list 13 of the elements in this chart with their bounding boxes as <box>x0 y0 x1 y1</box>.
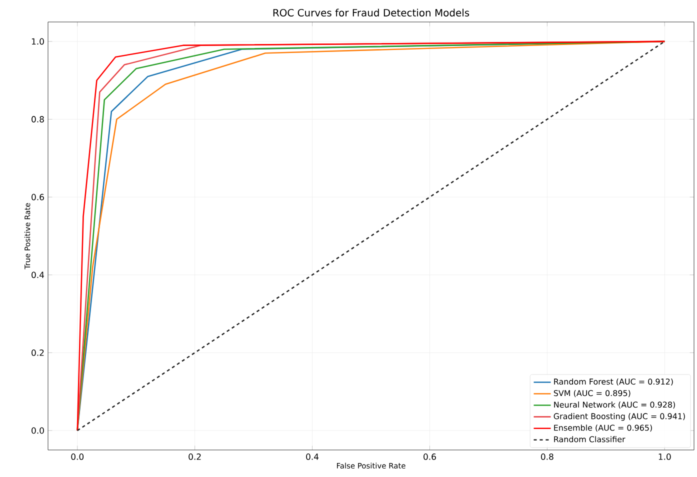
chart-title: ROC Curves for Fraud Detection Models <box>273 8 470 16</box>
y-tick-label: 0.4 <box>32 272 44 278</box>
x-tick-label: 0.0 <box>71 454 84 460</box>
x-tick-label: 1.0 <box>658 454 671 460</box>
x-tick-label: 0.2 <box>188 454 201 460</box>
x-tick-label: 0.6 <box>424 454 436 460</box>
y-tick-label: 0.2 <box>32 350 44 356</box>
x-tick-label: 0.8 <box>541 454 554 460</box>
y-tick-label: 1.0 <box>32 38 44 45</box>
y-tick-label: 0.8 <box>32 116 44 122</box>
y-tick-label: 0.6 <box>32 194 44 200</box>
y-tick-label: 0.0 <box>32 427 44 434</box>
x-tick-label: 0.4 <box>306 454 319 460</box>
